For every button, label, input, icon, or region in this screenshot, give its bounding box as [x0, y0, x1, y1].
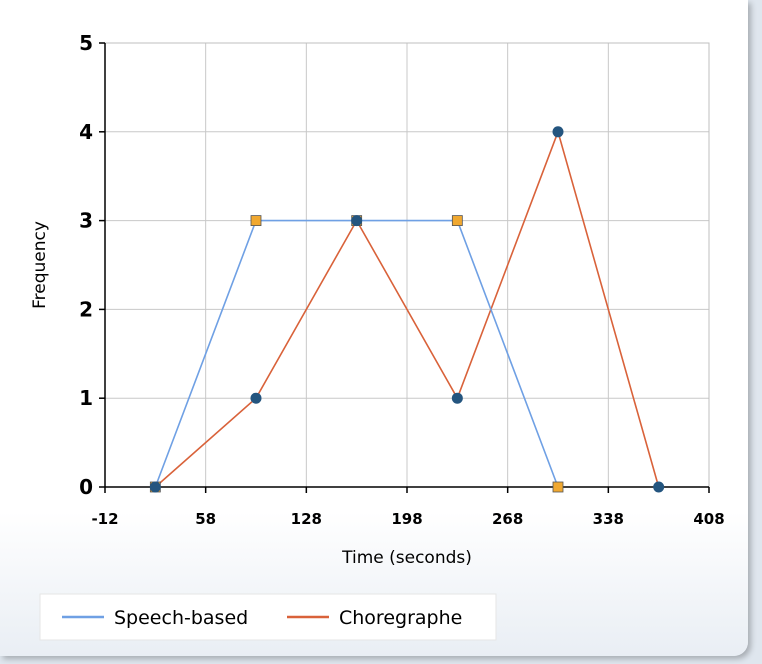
- data-point-choregraphe: [552, 126, 564, 138]
- chart-panel: 0 1 2 3 4 5 -12 58 128 198 268 338 408 Time (seconds…: [0, 0, 748, 656]
- x-tick-label: 408: [693, 510, 724, 528]
- data-point-speech-based: [451, 215, 463, 227]
- legend-box: [39, 593, 497, 641]
- legend-label-choregraphe: Choregraphe: [339, 607, 462, 629]
- x-tick-label: -12: [91, 510, 118, 528]
- x-tick-label: 128: [291, 510, 322, 528]
- x-tick-label: 338: [593, 510, 624, 528]
- y-tick-label: 2: [79, 297, 93, 321]
- x-tick-label: 58: [195, 510, 216, 528]
- y-tick-label: 1: [79, 386, 93, 410]
- y-axis-title: Frequency: [30, 221, 50, 309]
- legend: Speech-based Choregraphe: [39, 593, 497, 641]
- legend-label-speech-based: Speech-based: [114, 607, 248, 629]
- data-point-choregraphe: [351, 215, 363, 227]
- tick-labels: 0 1 2 3 4 5 -12 58 128 198 268 338 408: [79, 31, 725, 528]
- markers: [149, 126, 665, 493]
- y-tick-label: 0: [79, 475, 93, 499]
- data-point-choregraphe: [149, 481, 161, 493]
- y-tick-label: 4: [79, 120, 93, 144]
- x-axis-title: Time (seconds): [341, 548, 472, 568]
- axes: [99, 42, 710, 493]
- data-point-choregraphe: [451, 392, 463, 404]
- x-tick-label: 268: [492, 510, 523, 528]
- y-tick-label: 5: [79, 31, 93, 55]
- data-point-speech-based: [552, 481, 564, 493]
- data-point-choregraphe: [653, 481, 665, 493]
- series-line-speech-based: [154, 219, 559, 488]
- grid: [104, 42, 710, 488]
- y-tick-label: 3: [79, 209, 93, 233]
- data-point-speech-based: [250, 215, 262, 227]
- series-line-choregraphe: [154, 129, 660, 488]
- x-tick-label: 198: [391, 510, 422, 528]
- data-point-choregraphe: [250, 392, 262, 404]
